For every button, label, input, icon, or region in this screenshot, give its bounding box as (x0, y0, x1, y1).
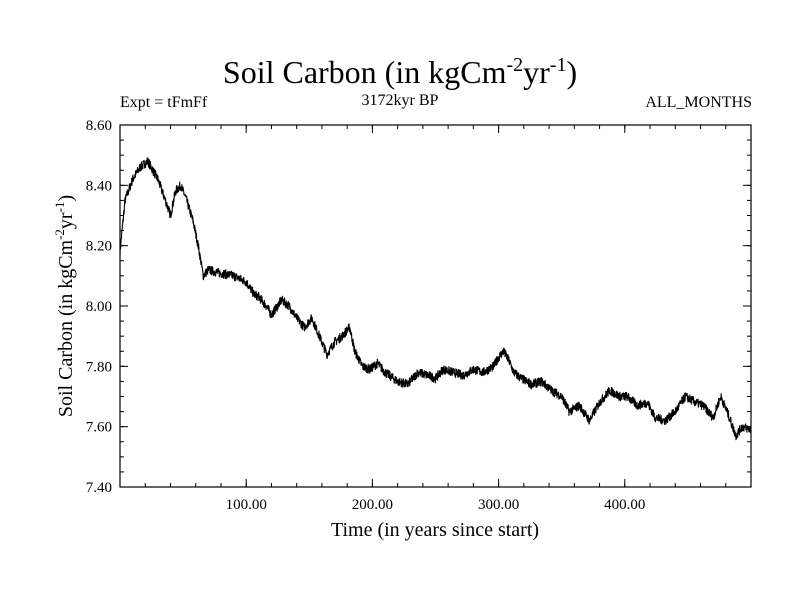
chart-title: Soil Carbon (in kgCm-2yr-1) (0, 54, 800, 90)
x-tick-label: 400.00 (604, 497, 645, 513)
y-axis-label: Soil Carbon (in kgCm-2yr-1) (52, 195, 77, 417)
y-tick-label: 8.60 (86, 118, 112, 134)
title-main: Soil Carbon (in kgCm (222, 54, 507, 90)
x-axis-label: Time (in years since start) (331, 519, 539, 541)
period-label: 3172kyr BP (361, 92, 439, 109)
y-label-part: yr (55, 212, 77, 229)
y-tick-label: 7.40 (86, 480, 112, 496)
plot-area (119, 157, 752, 441)
series-line (119, 157, 752, 441)
plot-frame (119, 124, 752, 488)
y-label-exponent: -2 (52, 229, 67, 240)
y-tick-label: 7.60 (86, 420, 112, 436)
x-tick-label: 200.00 (352, 497, 393, 513)
x-tick-label: 300.00 (478, 497, 519, 513)
y-axis-label-text: Soil Carbon (in kgCm-2yr-1) (52, 195, 77, 417)
title-unit: yr (523, 54, 550, 90)
y-label-part: Soil Carbon (in kgCm (55, 239, 77, 417)
y-tick-label: 8.00 (86, 299, 112, 315)
title-exponent-1: -2 (506, 54, 524, 76)
y-tick-label: 7.80 (86, 359, 112, 375)
months-label: ALL_MONTHS (645, 94, 752, 111)
x-tick-label: 100.00 (226, 497, 267, 513)
experiment-label: Expt = tFmFf (120, 94, 208, 111)
title-exponent-2: -1 (549, 54, 567, 76)
y-label-part: ) (55, 195, 77, 202)
y-tick-label: 8.40 (86, 178, 112, 194)
y-label-exponent: -1 (52, 202, 67, 213)
axis-ticks: 100.00 200.00 300.00 400.00 7.40 7.60 7.80 8.00… (86, 118, 751, 513)
title-close: ) (566, 54, 578, 90)
y-tick-label: 8.20 (86, 239, 112, 255)
